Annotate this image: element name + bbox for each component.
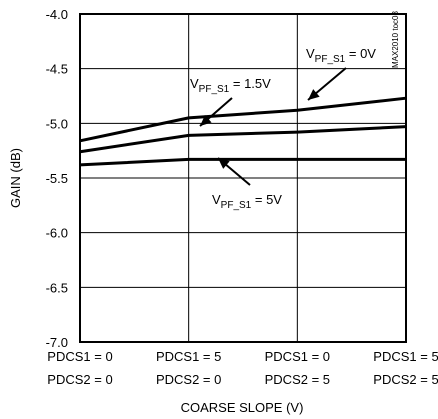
- y-tick-label: -6.5: [46, 280, 68, 295]
- x-category-labels: PDCS1 = 0 PDCS2 = 0 PDCS1 = 5 PDCS2 = 0 PDCS…: [47, 349, 438, 387]
- y-tick-label: -5.0: [46, 116, 68, 131]
- annotation-arrowhead: [218, 158, 230, 169]
- x-category-label-line1: PDCS1 = 5: [373, 349, 438, 364]
- x-category-label-line2: PDCS2 = 0: [156, 372, 221, 387]
- series-annotations: VPF_S1 = 0V VPF_S1 = 1.5V VPF_S1 = 5V: [190, 46, 376, 211]
- chart-watermark: MAX2010 toc08: [391, 11, 400, 68]
- x-category-label-line1: PDCS1 = 5: [156, 349, 221, 364]
- x-axis-label: COARSE SLOPE (V): [181, 400, 304, 415]
- x-category-label-line1: PDCS1 = 0: [47, 349, 112, 364]
- series-annotation-label: VPF_S1 = 0V: [306, 46, 376, 65]
- series-annotation-label: VPF_S1 = 1.5V: [190, 76, 271, 95]
- y-tick-label: -4.5: [46, 62, 68, 77]
- y-tick-label: -7.0: [46, 335, 68, 350]
- x-category-label-line2: PDCS2 = 0: [47, 372, 112, 387]
- x-category-label-line2: PDCS2 = 5: [373, 372, 438, 387]
- plot-frame: [79, 13, 407, 343]
- y-axis-label: GAIN (dB): [8, 148, 23, 208]
- series-lines: [79, 96, 407, 167]
- annotation-arrowhead: [308, 89, 320, 100]
- series-line-2: [79, 157, 406, 167]
- series-annotation-label: VPF_S1 = 5V: [212, 192, 282, 211]
- y-tick-labels: -4.0 -4.5 -5.0 -5.5 -6.0 -6.5 -7.0: [46, 7, 68, 350]
- series-line-1: [79, 125, 407, 154]
- y-tick-label: -4.0: [46, 7, 68, 22]
- x-category-label-line2: PDCS2 = 5: [265, 372, 330, 387]
- annotation-arrowhead: [200, 114, 212, 126]
- series-line-0: [79, 96, 407, 143]
- y-tick-label: -6.0: [46, 226, 68, 241]
- y-tick-label: -5.5: [46, 171, 68, 186]
- x-category-label-line1: PDCS1 = 0: [265, 349, 330, 364]
